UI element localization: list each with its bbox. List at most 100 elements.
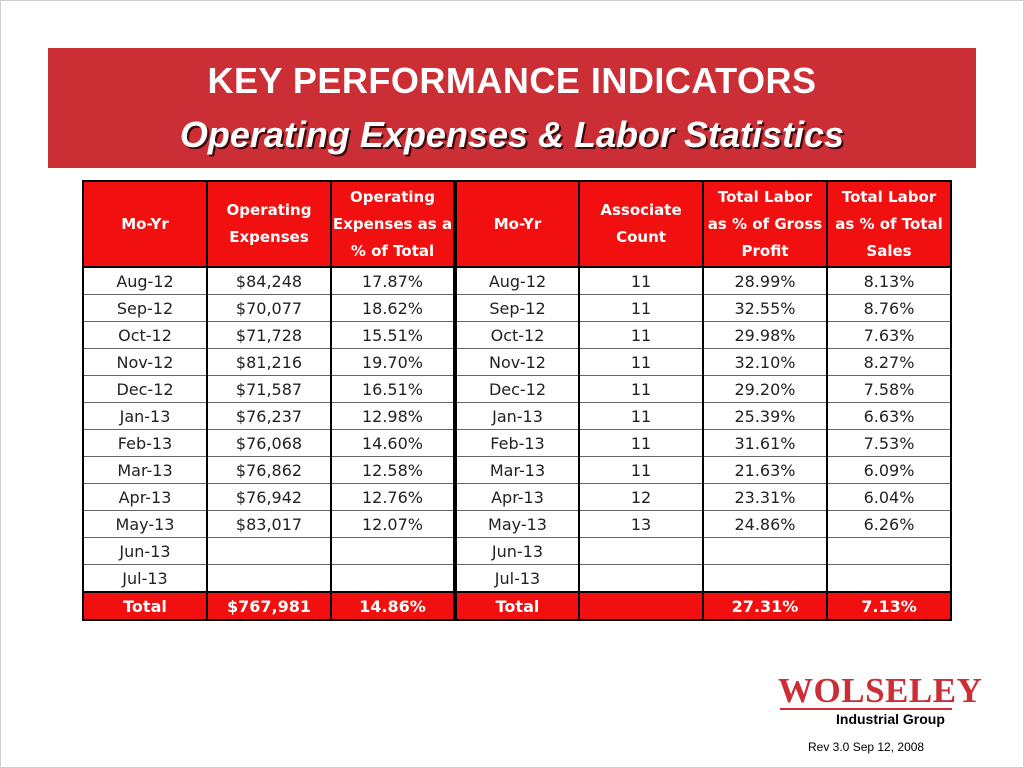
table-cell: Sep-12 [82,294,208,322]
column-header-line: Total Labor [841,187,937,206]
table-cell [330,537,457,565]
table-cell: Jan-13 [82,402,208,430]
column-header-line: Total Labor [717,187,813,206]
table-cell: Jun-13 [454,537,580,565]
table-cell [826,564,952,593]
column-header-line: Mo-Yr [121,214,169,233]
table-cell: 14.60% [330,429,457,457]
table-cell: 29.98% [702,321,828,349]
column-header-line: Profit [741,241,789,260]
table-cell [702,537,828,565]
kpi-table: Mo-Yr Operating Expenses Operating Expenses … [82,180,952,621]
table-cell: 21.63% [702,456,828,484]
table-cell: 12.07% [330,510,457,538]
total-cell [578,591,704,621]
table-cell: 11 [578,321,704,349]
column-header-line: Mo-Yr [493,214,542,233]
table-cell: Jul-13 [82,564,208,593]
table-cell: 32.55% [702,294,828,322]
table-cell [826,537,952,565]
table-cell: $76,068 [206,429,332,457]
table-cell: May-13 [454,510,580,538]
table-cell: Dec-12 [82,375,208,403]
table-cell: 12.76% [330,483,457,511]
table-cell: Feb-13 [82,429,208,457]
column-header: Mo-Yr [82,180,208,268]
column-header-line: Operating [350,187,435,206]
table-total-row: Total $767,981 14.86% Total 27.31% 7.13% [82,591,952,621]
table-cell: $84,248 [206,266,332,295]
table-cell: $71,728 [206,321,332,349]
table-cell: Jul-13 [454,564,580,593]
table-cell: $76,862 [206,456,332,484]
table-row: May-13 $83,017 12.07% May-13 13 24.86% 6.26% [82,510,952,538]
total-cell: 7.13% [826,591,952,621]
revision-note: Rev 3.0 Sep 12, 2008 [808,740,925,754]
table-cell: $76,237 [206,402,332,430]
table-cell: 6.04% [826,483,952,511]
total-cell: 27.31% [702,591,828,621]
table-cell: 12.98% [330,402,457,430]
column-header-line: Expenses as a [332,214,453,233]
table-row: Jul-13 Jul-13 [82,564,952,593]
table-cell: 17.87% [330,266,457,295]
table-cell [578,537,704,565]
total-cell: $767,981 [206,591,332,621]
table-row: Oct-12 $71,728 15.51% Oct-12 11 29.98% 7.63% [82,321,952,349]
table-cell: Mar-13 [82,456,208,484]
table-cell: Nov-12 [82,348,208,376]
table-cell: 16.51% [330,375,457,403]
column-header-line: Associate [600,201,682,219]
table-row: Mar-13 $76,862 12.58% Mar-13 11 21.63% 6.09% [82,456,952,484]
table-cell: 6.09% [826,456,952,484]
column-header: Mo-Yr [454,180,580,268]
table-cell: Aug-12 [82,266,208,295]
page-subtitle: Operating Expenses & Labor Statistics [179,114,845,155]
table-cell: Oct-12 [454,321,580,349]
table-cell: Nov-12 [454,348,580,376]
title-banner: KEY PERFORMANCE INDICATORS Operating Exp… [48,48,976,168]
table-cell: 6.26% [826,510,952,538]
table-cell: 29.20% [702,375,828,403]
table-cell: 15.51% [330,321,457,349]
table-cell: Sep-12 [454,294,580,322]
logo-subtitle: Industrial Group [836,711,945,727]
table-cell: 24.86% [702,510,828,538]
table-row: Jun-13 Jun-13 [82,537,952,565]
table-row: Dec-12 $71,587 16.51% Dec-12 11 29.20% 7.58% [82,375,952,403]
column-header-line: as % of Gross [707,214,823,233]
table-cell: 11 [578,375,704,403]
table-cell: 11 [578,429,704,457]
table-cell: 12.58% [330,456,457,484]
table-cell: 11 [578,266,704,295]
logo-rule [780,708,952,710]
table-row: Nov-12 $81,216 19.70% Nov-12 11 32.10% 8.27% [82,348,952,376]
table-cell: $71,587 [206,375,332,403]
logo-wordmark: WOLSELEY [778,671,983,710]
table-cell: 7.53% [826,429,952,457]
table-cell: Dec-12 [454,375,580,403]
table-cell: 31.61% [702,429,828,457]
table-cell: Jan-13 [454,402,580,430]
table-cell: 19.70% [330,348,457,376]
table-cell [206,537,332,565]
table-cell: Apr-13 [454,483,580,511]
table-cell: 11 [578,402,704,430]
table-cell: Jun-13 [82,537,208,565]
table-cell: 7.58% [826,375,952,403]
table-row: Sep-12 $70,077 18.62% Sep-12 11 32.55% 8.76% [82,294,952,322]
table-cell: 23.31% [702,483,828,511]
table-cell: Apr-13 [82,483,208,511]
table-row: Feb-13 $76,068 14.60% Feb-13 11 31.61% 7.53% [82,429,952,457]
table-cell: $83,017 [206,510,332,538]
total-cell: 14.86% [330,591,457,621]
column-header-line: % of Total [350,241,435,260]
column-header: Total Labor as % of Gross Profit [702,180,828,268]
table-cell [206,564,332,593]
column-header: Operating Expenses [206,180,332,268]
table-cell: 8.76% [826,294,952,322]
table-cell: $81,216 [206,348,332,376]
column-header-line: Operating [226,201,312,219]
table-cell: Feb-13 [454,429,580,457]
column-header: Associate Count [578,180,704,268]
